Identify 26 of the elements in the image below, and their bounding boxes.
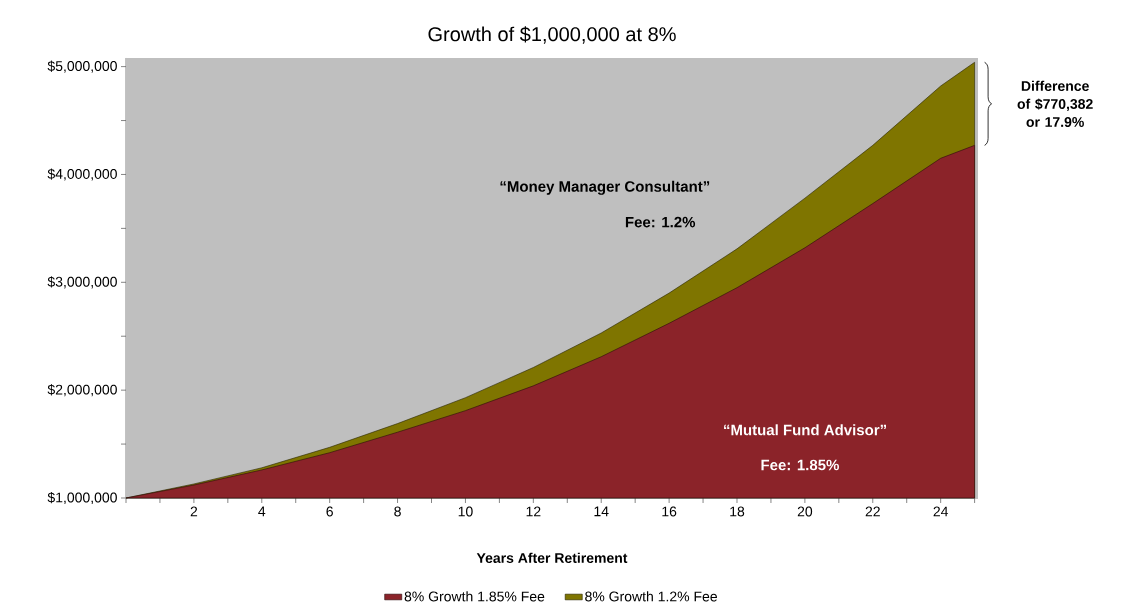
x-tick-label: 8 [394, 506, 401, 517]
x-tick-label: 10 [458, 506, 473, 517]
x-axis-title: Years After Retirement [476, 552, 628, 563]
x-tick-label: 14 [594, 506, 609, 517]
y-tick-label: $3,000,000 [47, 276, 117, 289]
annotation: “Money Manager Consultant” [500, 180, 710, 195]
y-tick-label: $2,000,000 [47, 384, 117, 397]
legend-label: 8% Growth 1.2% Fee [585, 591, 717, 602]
annotation: Fee: 1.85% [761, 459, 839, 471]
annotation: Fee: 1.2% [625, 216, 696, 228]
y-tick-label: $4,000,000 [47, 168, 117, 181]
text: Difference of $770,382 or 17.9% [1017, 80, 1093, 127]
x-tick-label: 22 [865, 506, 880, 517]
x-tick-label: 18 [730, 506, 745, 517]
y-tick-label: $5,000,000 [47, 60, 117, 73]
x-tick-label: 4 [258, 506, 266, 517]
x-tick-label: 2 [190, 506, 198, 517]
x-tick-label: 24 [933, 506, 949, 517]
x-tick-label: 20 [797, 506, 813, 517]
annotation: “Mutual Fund Advisor” [724, 424, 887, 436]
legend-label: 8% Growth 1.85% Fee [404, 591, 545, 602]
x-tick-label: 12 [526, 506, 541, 517]
x-tick-label: 16 [662, 506, 677, 517]
y-tick-label: $1,000,000 [47, 491, 117, 505]
chart-title: Growth of $1,000,000 at 8% [428, 26, 676, 44]
x-tick-label: 6 [326, 506, 333, 517]
